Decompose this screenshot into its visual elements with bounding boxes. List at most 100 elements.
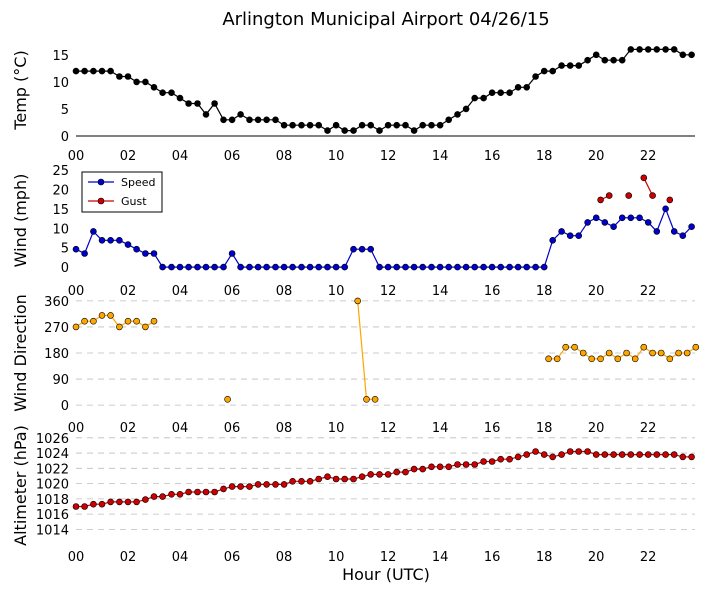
data-point-altimeter bbox=[497, 455, 505, 463]
data-point-speed bbox=[168, 263, 175, 271]
y-tick-label: 1018 bbox=[36, 493, 69, 508]
data-point-speed bbox=[662, 205, 669, 213]
y-tick-label: 10 bbox=[52, 76, 69, 91]
data-point-temp bbox=[298, 121, 305, 129]
data-point-speed bbox=[367, 245, 375, 253]
x-tick-label: 04 bbox=[172, 421, 189, 436]
data-point-speed bbox=[315, 263, 323, 271]
data-point-temp bbox=[384, 121, 392, 129]
x-tick-label: 18 bbox=[536, 149, 553, 164]
data-point-speed bbox=[393, 263, 401, 271]
data-point-speed bbox=[358, 245, 366, 253]
data-point-speed bbox=[384, 263, 392, 271]
data-point-speed bbox=[497, 263, 505, 271]
data-point-altimeter bbox=[584, 448, 591, 455]
data-point-temp bbox=[601, 56, 609, 64]
data-point-speed bbox=[237, 263, 244, 271]
data-point-temp bbox=[176, 94, 184, 102]
data-point-direction bbox=[354, 297, 362, 305]
data-point-gust bbox=[640, 174, 648, 182]
x-tick-label: 08 bbox=[276, 149, 293, 164]
data-point-altimeter bbox=[254, 481, 262, 488]
y-tick-label: 1024 bbox=[36, 447, 69, 462]
data-point-temp bbox=[116, 73, 123, 80]
data-point-speed bbox=[471, 263, 479, 271]
x-tick-label: 12 bbox=[380, 421, 397, 436]
data-point-direction bbox=[116, 323, 123, 331]
data-point-altimeter bbox=[601, 451, 609, 458]
data-point-altimeter bbox=[436, 463, 444, 471]
data-point-temp bbox=[280, 121, 288, 129]
x-tick-label: 20 bbox=[588, 550, 605, 565]
data-point-altimeter bbox=[228, 483, 236, 490]
x-tick-label: 02 bbox=[120, 421, 137, 436]
y-tick-label: 90 bbox=[52, 373, 69, 388]
data-point-temp bbox=[584, 56, 591, 64]
data-point-speed bbox=[436, 263, 444, 271]
x-tick-label: 20 bbox=[588, 284, 605, 299]
x-tick-label: 00 bbox=[68, 149, 85, 164]
data-point-direction bbox=[545, 355, 552, 363]
data-point-temp bbox=[228, 116, 236, 124]
data-point-direction bbox=[657, 349, 665, 357]
x-tick-label: 22 bbox=[640, 149, 657, 164]
data-point-temp bbox=[185, 100, 192, 107]
x-tick-label: 10 bbox=[328, 550, 345, 565]
data-point-altimeter bbox=[367, 471, 375, 478]
x-tick-label: 22 bbox=[640, 284, 657, 299]
data-point-speed bbox=[488, 263, 496, 271]
data-point-altimeter bbox=[653, 451, 661, 458]
data-point-temp bbox=[532, 73, 539, 80]
data-point-altimeter bbox=[185, 488, 192, 496]
data-point-temp bbox=[662, 46, 669, 53]
data-point-direction bbox=[666, 355, 674, 363]
x-tick-label: 18 bbox=[536, 421, 553, 436]
x-tick-label: 00 bbox=[68, 284, 85, 299]
x-tick-label: 08 bbox=[276, 550, 293, 565]
data-point-temp bbox=[72, 67, 80, 75]
data-point-temp bbox=[480, 94, 487, 102]
data-point-speed bbox=[263, 263, 270, 271]
data-point-altimeter bbox=[558, 451, 565, 458]
data-point-temp bbox=[454, 111, 461, 118]
data-point-altimeter bbox=[618, 451, 626, 458]
x-tick-label: 22 bbox=[640, 550, 657, 565]
data-point-altimeter bbox=[376, 471, 383, 478]
data-point-temp bbox=[428, 121, 435, 129]
data-point-altimeter bbox=[315, 475, 323, 483]
legend-gust-label: Gust bbox=[121, 195, 147, 208]
data-point-temp bbox=[497, 89, 505, 96]
data-point-temp bbox=[419, 121, 427, 129]
x-tick-label: 10 bbox=[328, 149, 345, 164]
data-point-altimeter bbox=[480, 458, 487, 465]
data-point-speed bbox=[445, 263, 453, 271]
y-tick-label: 20 bbox=[52, 183, 69, 198]
data-point-speed bbox=[514, 263, 522, 271]
data-point-temp bbox=[289, 121, 296, 129]
series-line-altimeter bbox=[76, 450, 692, 508]
legend-speed-marker bbox=[97, 178, 105, 186]
data-point-temp bbox=[272, 116, 279, 124]
y-tick-label: 1016 bbox=[36, 508, 69, 523]
data-point-speed bbox=[176, 263, 184, 271]
data-point-direction bbox=[90, 317, 97, 325]
series-line-temp bbox=[76, 48, 692, 132]
data-point-speed bbox=[532, 263, 539, 271]
x-tick-label: 12 bbox=[380, 550, 397, 565]
x-tick-label: 10 bbox=[328, 421, 345, 436]
data-point-direction bbox=[150, 317, 158, 325]
y-tick-label: 1020 bbox=[36, 478, 69, 493]
x-tick-label: 20 bbox=[588, 421, 605, 436]
data-point-speed bbox=[133, 245, 140, 253]
data-point-temp bbox=[540, 67, 548, 75]
data-point-speed bbox=[341, 263, 349, 271]
data-point-direction bbox=[631, 355, 639, 363]
y-tick-label: 15 bbox=[52, 203, 69, 218]
data-point-temp bbox=[679, 51, 687, 59]
data-point-speed bbox=[592, 214, 600, 222]
data-point-altimeter bbox=[116, 498, 123, 506]
data-point-altimeter bbox=[272, 481, 279, 488]
data-point-speed bbox=[653, 228, 661, 235]
data-point-speed bbox=[332, 263, 340, 271]
